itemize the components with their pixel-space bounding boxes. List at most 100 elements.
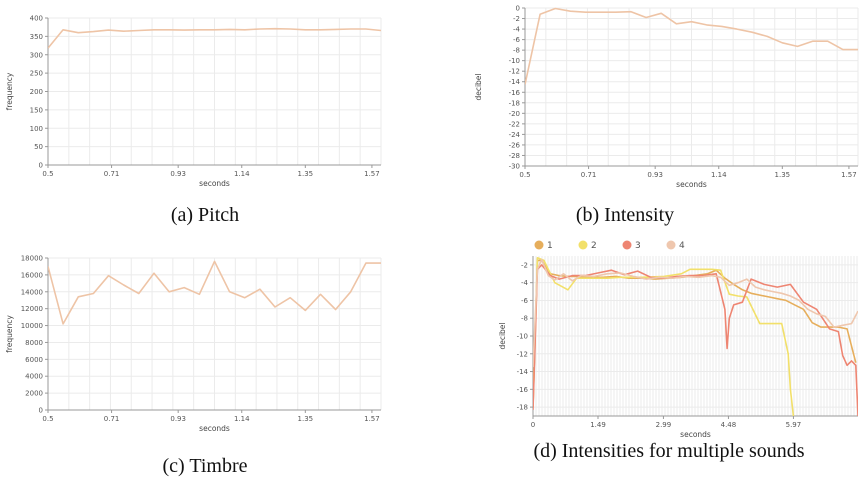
y-tick-label: -10 (509, 57, 520, 65)
x-tick: 0.71 (104, 165, 120, 178)
x-tick-label: 1.35 (775, 171, 791, 179)
x-tick: 1.57 (364, 165, 380, 178)
y-tick-label: -24 (509, 131, 521, 139)
y-tick: 2000 (25, 390, 48, 398)
y-tick: -12 (509, 68, 525, 76)
x-tick-label: 1.35 (298, 415, 314, 423)
x-tick-label: 1.49 (590, 421, 606, 429)
x-tick-label: 0.71 (104, 170, 120, 178)
chart-caption: (d) Intensities for multiple sounds (533, 440, 804, 462)
y-tick-label: -12 (509, 68, 520, 76)
x-tick: 0.93 (170, 410, 186, 423)
y-tick: 100 (30, 125, 48, 133)
chart-a: 0 50 100 150 200 250 300 350 400 0.5 0.71 0.93 1.14 1… (5, 15, 382, 226)
grid-d (532, 256, 858, 416)
y-tick-label: -6 (521, 297, 529, 305)
y-tick-label: 14000 (21, 288, 43, 296)
x-tick: 0 (531, 416, 535, 429)
y-tick: -2 (513, 15, 525, 23)
axes-c (47, 258, 381, 411)
x-tick: 1.14 (234, 410, 250, 423)
x-tick: 1.35 (298, 410, 314, 423)
x-tick: 0.5 (42, 165, 54, 178)
chart-caption: (c) Timbre (163, 455, 248, 477)
x-tick-label: 0.93 (170, 415, 186, 423)
y-tick: -18 (517, 404, 533, 412)
y-tick: -16 (509, 89, 525, 97)
x-tick-label: 2.99 (656, 421, 672, 429)
y-tick-label: -8 (521, 315, 528, 323)
y-axis-label: frequency (5, 315, 14, 353)
y-tick-label: 100 (30, 125, 43, 133)
x-tick-label: 0.5 (519, 171, 530, 179)
x-tick-label: 0.93 (170, 170, 186, 178)
x-tick: 0.71 (581, 166, 596, 179)
x-tick-label: 1.57 (364, 170, 380, 178)
x-tick-label: 0 (531, 421, 535, 429)
y-tick-label: 50 (34, 143, 43, 151)
y-tick-label: 18000 (21, 255, 43, 263)
y-tick-label: -2 (513, 15, 520, 23)
y-tick-label: 16000 (21, 271, 43, 279)
x-tick-label: 0.5 (42, 170, 53, 178)
legend-label: 1 (547, 241, 553, 251)
chart-caption: (b) Intensity (576, 204, 674, 226)
series-line-a (48, 27, 381, 49)
x-tick-label: 1.14 (711, 171, 727, 179)
x-tick-label: 5.97 (786, 421, 802, 429)
axes-b (524, 8, 858, 167)
y-tick: -10 (517, 333, 533, 341)
x-axis-label: seconds (676, 180, 707, 189)
x-tick-label: 0.71 (104, 415, 120, 423)
x-tick: 0.93 (170, 165, 186, 178)
y-tick-label: 8000 (25, 339, 43, 347)
x-tick: 1.35 (775, 166, 791, 179)
y-tick: -14 (517, 368, 533, 376)
y-tick-label: -14 (509, 78, 521, 86)
x-axis-label: seconds (199, 179, 230, 188)
y-tick-label: 350 (30, 33, 43, 41)
y-tick-label: 250 (30, 70, 43, 78)
x-tick: 4.48 (721, 416, 736, 429)
x-axis-label: seconds (199, 424, 230, 433)
x-tick: 1.57 (841, 166, 857, 179)
legend-swatch (578, 240, 588, 250)
y-tick: 12000 (21, 305, 48, 313)
y-tick: 350 (30, 33, 48, 41)
y-tick: 300 (30, 51, 48, 59)
y-tick: -10 (509, 57, 525, 65)
y-tick: 0 (39, 162, 48, 170)
y-tick-label: -28 (509, 152, 520, 160)
legend-swatch (622, 240, 632, 250)
y-tick-label: 150 (30, 106, 43, 114)
y-tick-label: -18 (509, 99, 520, 107)
legend-label: 2 (591, 241, 597, 251)
y-tick-label: -12 (517, 350, 528, 358)
y-tick: -6 (513, 36, 525, 44)
y-tick-label: -20 (509, 110, 520, 118)
y-tick-label: -2 (521, 261, 528, 269)
y-tick-label: 6000 (25, 356, 43, 364)
y-tick: 0 (39, 407, 48, 415)
y-tick-label: -16 (517, 386, 529, 394)
y-tick: -8 (521, 315, 533, 323)
y-tick: 10000 (21, 322, 48, 330)
x-axis-label: seconds (680, 430, 711, 439)
y-tick: 50 (34, 143, 48, 151)
x-tick-label: 1.35 (298, 170, 314, 178)
y-tick: -6 (521, 297, 533, 305)
y-tick-label: 0 (39, 162, 43, 170)
y-tick-label: 400 (30, 15, 43, 23)
y-tick: 4000 (25, 373, 48, 381)
y-tick-label: 4000 (25, 373, 43, 381)
series-line-4 (533, 258, 858, 368)
y-tick-label: -4 (513, 26, 521, 34)
series-line-c (48, 260, 381, 325)
y-tick-label: 12000 (21, 305, 43, 313)
y-tick-label: -6 (513, 36, 521, 44)
y-tick: 16000 (21, 271, 48, 279)
y-tick: -14 (509, 78, 525, 86)
y-tick-label: -10 (517, 333, 528, 341)
y-tick: 14000 (21, 288, 48, 296)
y-tick-label: -30 (509, 163, 520, 171)
